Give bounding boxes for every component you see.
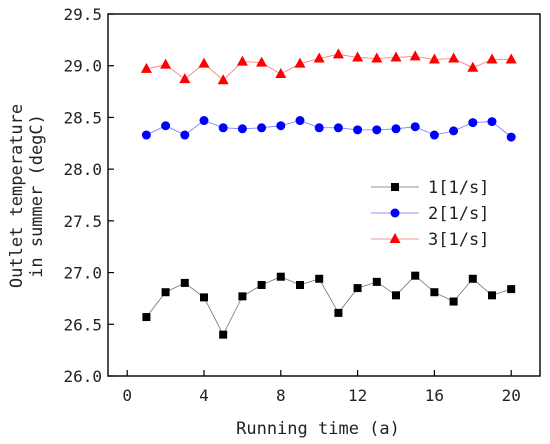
series-layer [140,48,517,339]
data-point [352,51,364,62]
series-1 [142,271,516,339]
x-tick-label: 8 [276,386,286,405]
data-point [275,67,287,78]
x-tick-label: 4 [199,386,209,405]
data-point [449,297,458,306]
legend-marker [390,208,400,218]
data-point [468,274,477,283]
data-point [257,123,267,133]
data-point [160,58,172,69]
series-3 [140,48,517,85]
y-tick-label: 27.5 [63,212,102,231]
x-axis-title: Running time (a) [236,419,400,439]
data-point [410,122,420,132]
data-point [314,123,324,133]
data-point [217,74,229,85]
data-point [428,53,440,64]
legend-label: 1[1/s] [428,178,489,198]
data-point [315,274,324,283]
x-tick-label: 20 [502,386,521,405]
data-point [448,52,460,63]
data-point [409,50,421,61]
data-point [256,56,268,67]
y-tick-label: 28.5 [63,108,102,127]
y-tick-label: 29.0 [63,57,102,76]
y-tick-label: 28.0 [63,160,102,179]
data-point [411,271,420,280]
data-point [505,53,517,64]
data-point [334,308,343,317]
data-point [449,126,459,136]
data-point [467,61,479,72]
legend-marker [391,183,399,191]
y-tick-label: 26.5 [63,315,102,334]
x-tick-label: 0 [122,386,132,405]
data-point [237,124,247,134]
legend-item: 2[1/s] [371,204,489,224]
legend-marker [389,233,401,243]
legend-item: 1[1/s] [371,178,489,198]
data-point [353,125,363,135]
data-point [140,62,152,73]
data-point [507,285,516,294]
data-point [332,48,344,59]
data-point [372,125,382,135]
y-tick-label: 26.0 [63,367,102,386]
data-point [141,130,151,140]
data-point [238,292,247,301]
data-point [313,52,325,63]
data-point [276,272,285,281]
data-point [391,124,401,134]
data-point [198,57,210,68]
data-point [200,293,208,302]
x-tick-label: 12 [348,386,367,405]
y-axis-title-line-2: in summer (degC) [27,114,47,278]
legend-item: 3[1/s] [371,230,489,250]
series-2 [141,116,516,142]
data-point [371,52,383,63]
data-point [468,118,478,128]
data-point [296,280,304,289]
legend-label: 2[1/s] [428,204,489,224]
data-point [257,280,266,289]
data-point [353,284,362,293]
y-tick-label: 29.5 [63,5,102,24]
y-axis-title-line-1: Outlet temperature [7,104,27,288]
data-point [180,130,190,140]
legend: 1[1/s] 2[1/s] 3[1/s] [371,178,489,250]
data-point [180,278,189,287]
x-axis-ticks: 0 4 8 12 16 20 [122,370,521,405]
data-point [218,123,228,133]
data-point [430,288,439,297]
legend-label: 3[1/s] [428,230,489,250]
data-point [486,53,498,64]
data-point [219,330,228,339]
plot-frame [107,13,541,377]
y-tick-label: 27.0 [63,264,102,283]
data-point [429,130,439,140]
data-point [295,116,305,126]
y-axis-ticks: 26.0 26.5 27.0 27.5 28.0 28.5 29.0 29.5 [63,5,114,386]
data-point [487,117,497,127]
data-point [179,73,191,84]
data-point [488,291,496,300]
data-point [392,291,400,300]
y-axis-title: Outlet temperature in summer (degC) [7,104,47,288]
data-point [372,277,381,286]
data-point [236,55,248,66]
x-tick-label: 16 [425,386,444,405]
data-point [333,123,343,133]
data-point [142,313,151,322]
data-point [161,288,170,297]
data-point [276,121,286,131]
data-point [506,132,516,142]
data-point [390,51,402,62]
data-point [294,57,306,68]
data-point [161,121,171,131]
data-point [199,116,209,126]
